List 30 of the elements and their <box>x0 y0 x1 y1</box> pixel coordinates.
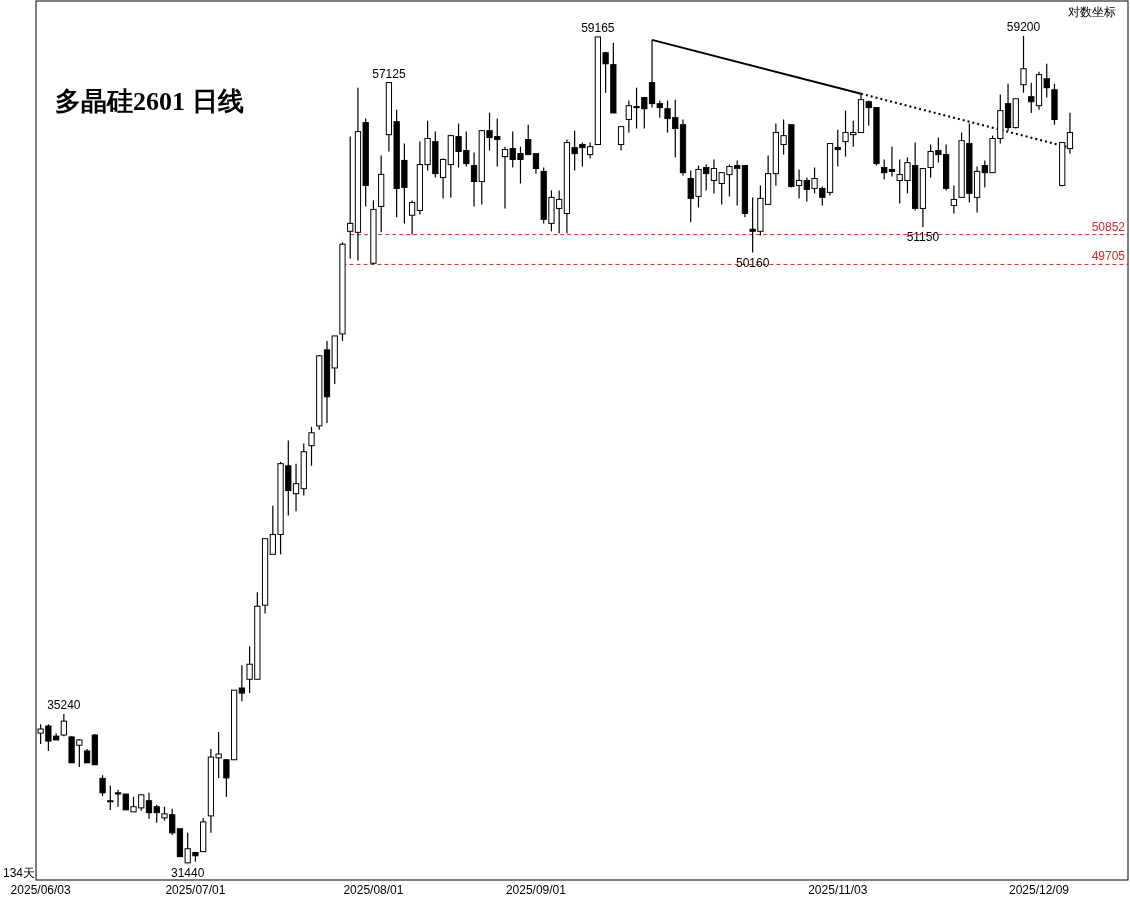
x-tick-label: 2025/07/01 <box>165 883 226 897</box>
candlestick <box>888 146 896 178</box>
text: 31440 <box>171 866 205 881</box>
candlestick <box>238 664 245 702</box>
candlestick <box>408 199 416 236</box>
candlestick <box>532 153 540 175</box>
candlestick <box>881 158 888 181</box>
candlestick <box>950 184 957 215</box>
ref-line-label: 49705 <box>1091 249 1126 264</box>
text: 35240 <box>47 698 81 713</box>
annotation: 对数坐标 <box>1068 5 1116 19</box>
candlestick <box>617 126 625 152</box>
candlestick <box>308 426 315 467</box>
ref-line-label: 50852 <box>1091 219 1126 234</box>
x-tick-label: 2025/06/03 <box>10 883 71 897</box>
candlestick <box>99 774 106 797</box>
candlestick <box>1020 35 1027 94</box>
text: 多晶硅2601 日线 <box>55 87 244 116</box>
text: 59200 <box>1006 19 1041 34</box>
text: 57125 <box>372 66 406 81</box>
x-tick-label: 2025/12/09 <box>1008 883 1070 897</box>
text: 50160 <box>735 255 770 270</box>
candlestick <box>347 136 354 260</box>
x-tick-label: 2025/08/01 <box>343 883 404 897</box>
x-tick-label: 2025/11/03 <box>808 883 868 897</box>
text: 59165 <box>581 20 615 35</box>
candlestick <box>107 785 114 811</box>
text: 51150 <box>906 229 940 244</box>
x-tick-label: 2025/09/01 <box>505 883 567 897</box>
text: 134天 <box>3 866 36 880</box>
